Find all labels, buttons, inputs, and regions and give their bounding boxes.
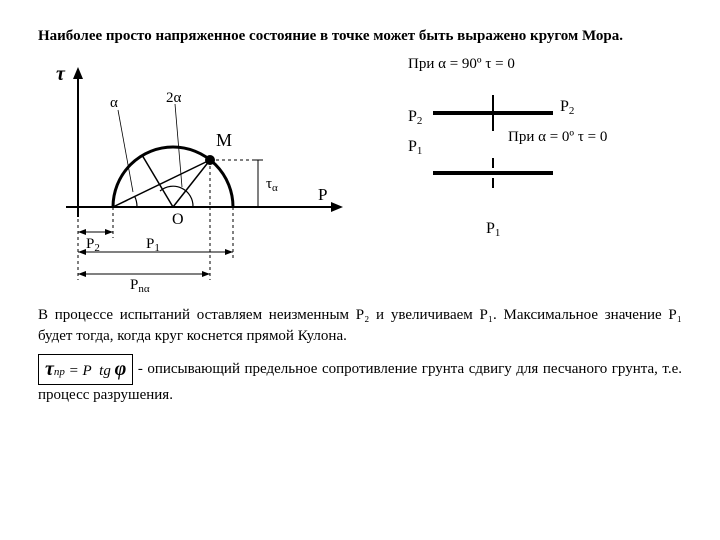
svg-text:P1: P1 bbox=[486, 220, 500, 239]
cond-90: При α = 90º τ = 0 bbox=[408, 56, 638, 73]
two-alpha-label: 2α bbox=[166, 90, 182, 106]
cond-0: При α = 0º τ = 0 bbox=[508, 129, 607, 145]
para2-tail: - описывающий предельное сопротивление г… bbox=[38, 361, 682, 403]
tau-axis-label: τ bbox=[56, 63, 66, 85]
svg-text:P2: P2 bbox=[408, 108, 422, 127]
paragraph-1: В процессе испытаний оставляем неизменны… bbox=[38, 305, 682, 346]
svg-text:P2: P2 bbox=[560, 98, 574, 117]
pna-dim-label: Pnα bbox=[130, 277, 150, 292]
stress-elements-diagram: P2 P2 При α = 0º τ = 0 P1 P1 bbox=[378, 73, 638, 268]
paragraph-2: τnp = P tg φ - описывающий предельное со… bbox=[38, 354, 682, 405]
figure-row: τ P O M α bbox=[38, 52, 682, 297]
p1-dim-label: P1 bbox=[146, 236, 160, 254]
svg-text:P1: P1 bbox=[408, 138, 422, 157]
formula-box: τnp = P tg φ bbox=[38, 354, 133, 385]
alpha-label: α bbox=[110, 95, 118, 111]
p-axis-label: P bbox=[318, 185, 327, 204]
title-text: Наиболее просто напряженное состояние в … bbox=[38, 26, 682, 46]
center-o-label: O bbox=[172, 211, 184, 228]
p2-dim-label: P2 bbox=[86, 236, 100, 254]
conditions-block: При α = 90º τ = 0 P2 P2 При α = 0º τ = 0… bbox=[378, 52, 638, 273]
tau-alpha-label: τα bbox=[266, 176, 278, 194]
mohr-circle-diagram: τ P O M α bbox=[38, 52, 358, 297]
point-m-label: M bbox=[216, 130, 232, 150]
